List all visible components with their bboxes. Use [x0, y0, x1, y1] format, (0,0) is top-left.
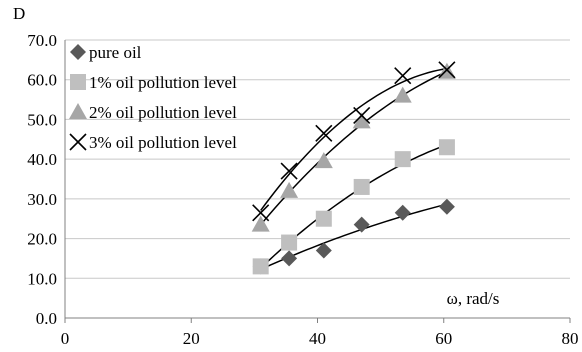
axes	[64, 40, 571, 323]
marker-stroke	[438, 61, 456, 79]
marker-stroke	[69, 133, 87, 151]
marker-stroke	[252, 204, 270, 222]
data-point	[315, 210, 332, 227]
data-point	[281, 250, 298, 267]
data-markers	[251, 61, 456, 275]
marker-stroke	[353, 106, 371, 125]
x-tick-label: 60	[435, 329, 452, 348]
data-point	[280, 162, 298, 180]
y-tick-label: 0.0	[36, 309, 57, 328]
data-point	[352, 112, 371, 129]
legend-label: 1% oil pollution level	[89, 73, 237, 92]
data-point	[280, 181, 299, 198]
legend-marker	[69, 103, 87, 119]
legend-marker	[69, 133, 87, 151]
data-point	[281, 234, 298, 251]
x-tick-label: 20	[183, 329, 200, 348]
data-point	[315, 242, 332, 259]
data-point	[438, 198, 455, 215]
x-tick-label: 0	[61, 329, 70, 348]
marker-stroke	[394, 67, 412, 85]
marker-stroke	[280, 162, 298, 180]
data-point	[394, 204, 411, 221]
legend-marker	[70, 44, 86, 60]
data-point	[393, 86, 412, 103]
data-point	[252, 204, 270, 222]
legend-label: 2% oil pollution level	[89, 103, 237, 122]
x-tick-label: 80	[562, 329, 579, 348]
data-point	[353, 106, 371, 125]
grid-lines	[65, 39, 570, 279]
data-point	[314, 152, 333, 169]
legend: pure oil 1% oil pollution level 2% oil pol…	[69, 43, 237, 152]
y-tick-label: 30.0	[27, 190, 57, 209]
data-point	[438, 139, 455, 156]
y-tick-label: 20.0	[27, 230, 57, 249]
tick-labels: 0.0 10.0 20.0 30.0 40.0 50.0 60.0 70.0 0 20 40 60 80	[27, 31, 578, 348]
data-point	[394, 67, 412, 85]
y-tick-label: 10.0	[27, 269, 57, 288]
legend-label: pure oil	[89, 43, 142, 62]
trendline-2	[260, 70, 448, 226]
legend-label: 3% oil pollution level	[89, 133, 237, 152]
trendline-3	[260, 67, 448, 211]
x-tick-label: 40	[309, 329, 326, 348]
y-tick-label: 70.0	[27, 31, 57, 50]
data-point	[252, 258, 269, 275]
legend-marker	[70, 74, 86, 90]
y-tick-label: 50.0	[27, 110, 57, 129]
data-point	[353, 178, 370, 195]
marker-stroke	[315, 124, 333, 142]
data-point	[353, 216, 370, 233]
data-point	[394, 151, 411, 168]
y-axis-title: D	[13, 4, 25, 23]
y-tick-label: 60.0	[27, 71, 57, 90]
data-point	[315, 124, 333, 142]
x-axis-title: ω, rad/s	[447, 289, 500, 308]
y-tick-label: 40.0	[27, 150, 57, 169]
data-point	[438, 61, 456, 79]
data-point	[251, 215, 270, 232]
